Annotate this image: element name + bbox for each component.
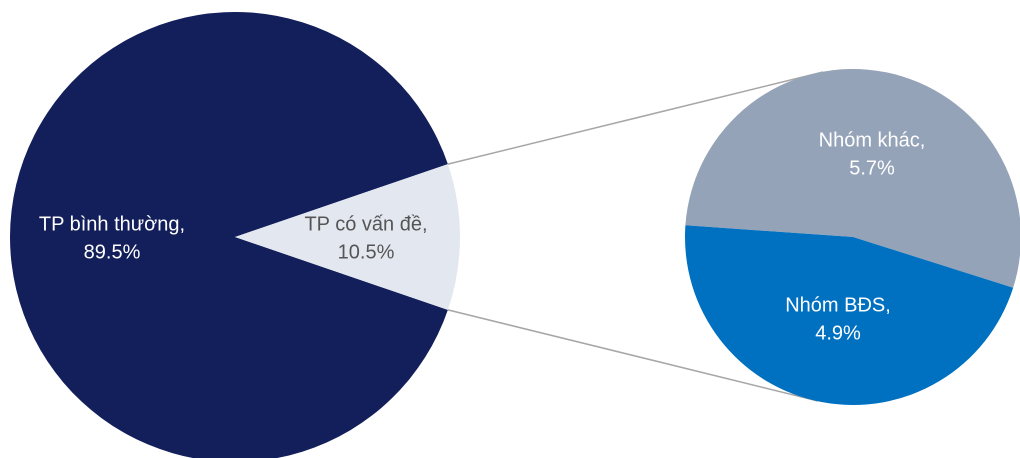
pie-slice	[235, 164, 460, 310]
pie-slice	[685, 225, 1014, 406]
slice-value-label: 10.5%	[338, 241, 395, 263]
slice-value-label: 4.9%	[815, 322, 861, 344]
pie-slice	[9, 12, 448, 458]
connector	[447, 71, 824, 165]
slice-value-label: 89.5%	[84, 241, 141, 263]
slice-value-label: 5.7%	[849, 157, 895, 179]
pie-slice	[685, 69, 1020, 288]
slice-label: Nhóm khác,	[819, 129, 926, 151]
slice-label: Nhóm BĐS,	[785, 294, 891, 316]
slice-label: TP có vấn đề,	[304, 213, 427, 235]
slice-label: TP bình thường,	[39, 213, 185, 235]
connector	[447, 309, 819, 402]
